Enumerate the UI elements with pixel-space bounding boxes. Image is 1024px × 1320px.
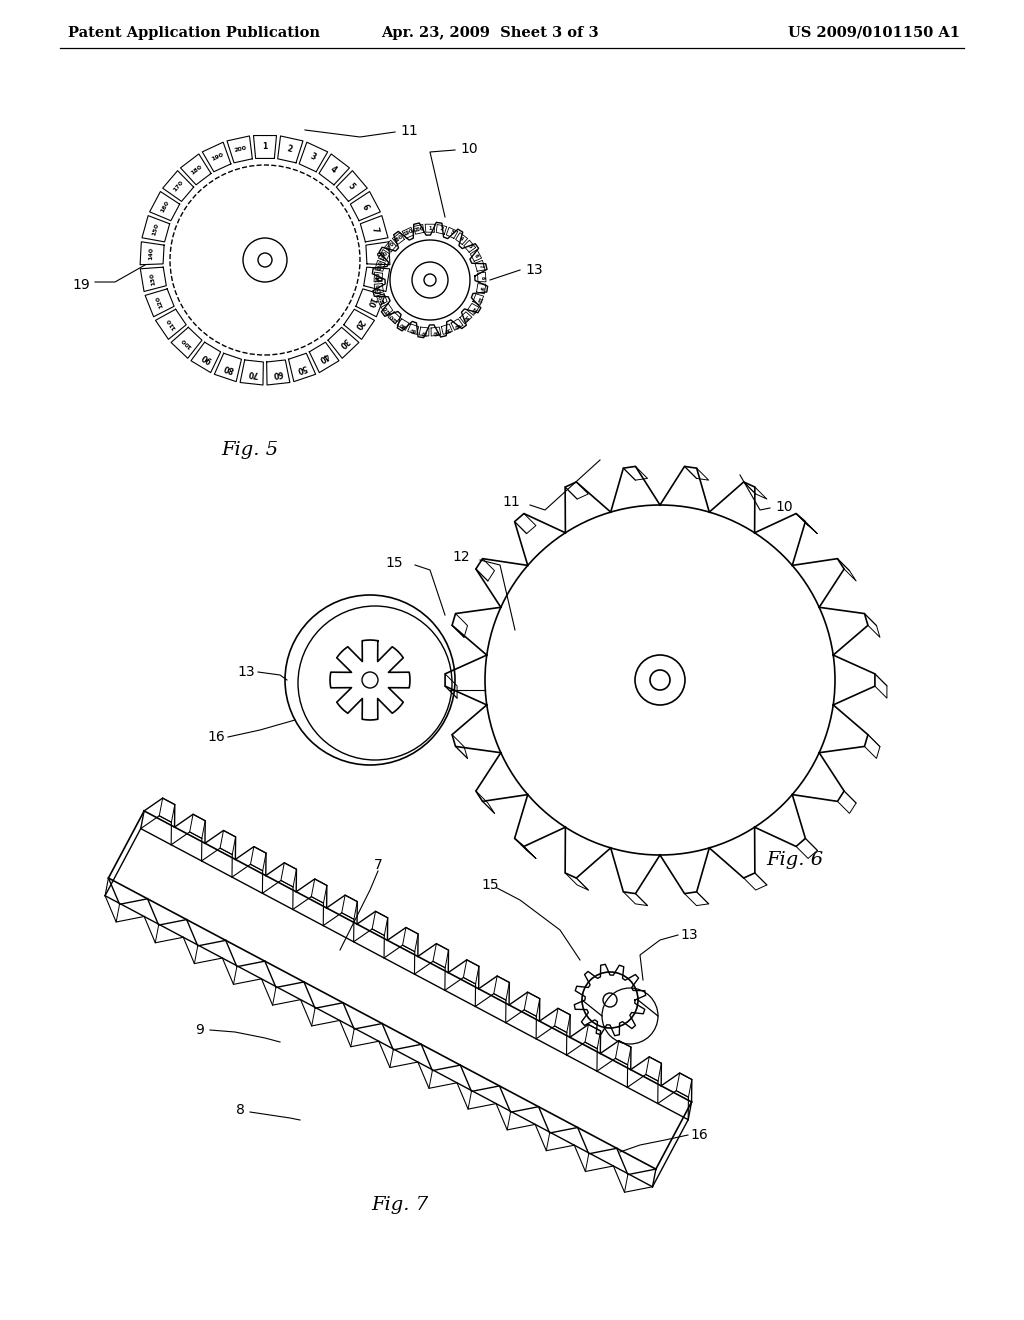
Text: 9: 9 [196, 1023, 205, 1038]
Text: 3: 3 [450, 230, 455, 236]
Text: 10: 10 [775, 500, 793, 513]
Text: 200: 200 [414, 226, 424, 232]
Text: 60: 60 [271, 368, 283, 378]
Text: 170: 170 [172, 180, 184, 193]
Text: 5: 5 [346, 182, 356, 191]
Text: 1: 1 [262, 143, 267, 150]
Text: 70: 70 [421, 329, 428, 334]
Text: Fig. 7: Fig. 7 [372, 1196, 429, 1214]
Text: 10: 10 [460, 143, 477, 156]
Text: 20: 20 [352, 317, 366, 330]
Text: 80: 80 [410, 326, 418, 333]
Text: 8: 8 [236, 1104, 245, 1117]
Text: 160: 160 [160, 199, 170, 214]
Text: 11: 11 [400, 124, 418, 139]
Text: 190: 190 [402, 228, 414, 238]
Text: 100: 100 [180, 337, 194, 348]
Text: 8: 8 [374, 251, 383, 257]
Text: 120: 120 [378, 293, 386, 305]
Text: 4: 4 [329, 165, 339, 174]
Text: Fig. 5: Fig. 5 [221, 441, 279, 459]
Text: 60: 60 [432, 329, 439, 334]
Text: 30: 30 [462, 314, 470, 322]
Text: 150: 150 [376, 260, 384, 272]
Text: 90: 90 [399, 321, 408, 329]
Text: 12: 12 [453, 550, 470, 564]
Text: 140: 140 [376, 272, 381, 282]
Text: 4: 4 [459, 235, 464, 242]
Text: 13: 13 [238, 665, 255, 678]
Text: 40: 40 [453, 321, 461, 329]
Text: 30: 30 [336, 335, 350, 350]
Text: 2: 2 [439, 227, 443, 232]
Text: 9: 9 [478, 286, 484, 290]
Text: 170: 170 [385, 240, 395, 252]
Text: 16: 16 [207, 730, 225, 744]
Text: Patent Application Publication: Patent Application Publication [68, 26, 319, 40]
Text: 70: 70 [247, 368, 258, 378]
Text: 13: 13 [680, 928, 697, 942]
Text: 20: 20 [469, 305, 477, 313]
Text: 160: 160 [380, 249, 389, 261]
Text: 16: 16 [690, 1129, 708, 1142]
Text: 50: 50 [442, 326, 451, 333]
Text: 130: 130 [150, 272, 157, 285]
Text: US 2009/0101150 A1: US 2009/0101150 A1 [788, 26, 961, 40]
Text: 2: 2 [286, 144, 293, 154]
Text: 10: 10 [365, 296, 377, 309]
Text: 110: 110 [382, 304, 392, 314]
Text: 180: 180 [393, 234, 404, 244]
Text: 1: 1 [428, 226, 432, 231]
Text: 19: 19 [72, 279, 90, 292]
Text: 110: 110 [165, 317, 177, 330]
Text: 5: 5 [467, 243, 473, 249]
Text: 13: 13 [525, 263, 543, 277]
Text: 11: 11 [502, 495, 520, 510]
Text: 120: 120 [155, 296, 164, 309]
Text: 200: 200 [233, 145, 248, 153]
Text: 80: 80 [222, 362, 236, 374]
Text: 8: 8 [479, 276, 484, 279]
Text: 6: 6 [473, 253, 479, 259]
Text: 40: 40 [316, 351, 331, 364]
Text: 6: 6 [360, 202, 371, 211]
Text: Fig. 6: Fig. 6 [766, 851, 823, 869]
Text: 90: 90 [200, 351, 213, 364]
Text: 7: 7 [374, 858, 382, 873]
Text: 7: 7 [477, 264, 483, 268]
Text: 190: 190 [210, 152, 224, 162]
Text: 9: 9 [372, 275, 382, 281]
Text: 100: 100 [389, 313, 399, 323]
Circle shape [258, 253, 272, 267]
Text: 15: 15 [385, 556, 403, 570]
Text: 180: 180 [189, 164, 203, 176]
Text: 130: 130 [376, 282, 382, 294]
Text: 50: 50 [295, 362, 307, 374]
Text: Apr. 23, 2009  Sheet 3 of 3: Apr. 23, 2009 Sheet 3 of 3 [381, 26, 599, 40]
Text: 3: 3 [308, 152, 317, 162]
Text: 15: 15 [481, 878, 499, 892]
Text: 140: 140 [148, 247, 155, 260]
Text: 7: 7 [370, 226, 380, 234]
Text: 10: 10 [475, 296, 482, 304]
Text: 150: 150 [152, 223, 160, 236]
